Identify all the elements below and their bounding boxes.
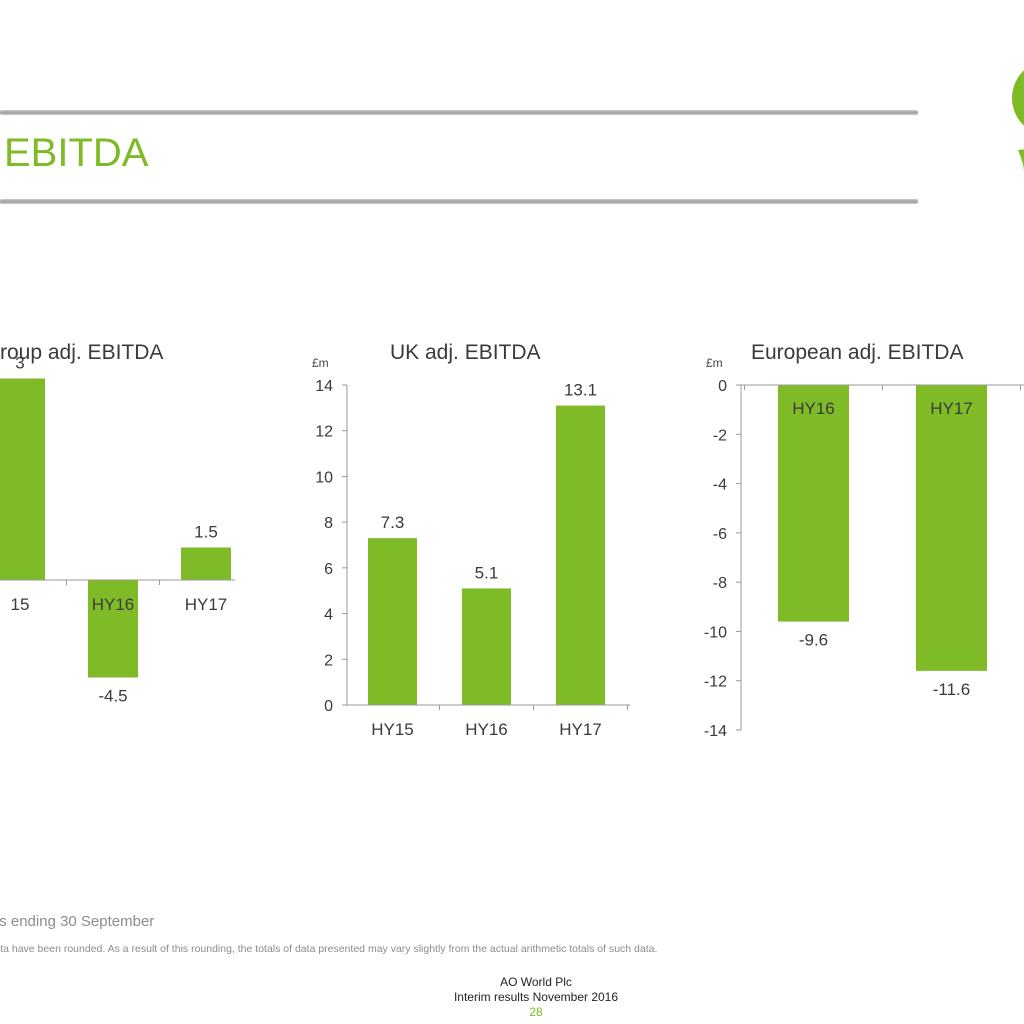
y-tick-label: 8 <box>324 515 333 532</box>
unit-label: £m <box>312 356 329 370</box>
y-tick-label: -10 <box>704 624 727 641</box>
y-tick-label: -2 <box>713 427 727 444</box>
report-name: Interim results November 2016 <box>453 990 619 1004</box>
y-tick-label: 0 <box>324 698 333 715</box>
data-label: 5.1 <box>475 563 499 582</box>
uk-ebitda-plot: 0 2 4 6 8 10 12 14 7.3 5.1 13.1 HY15 HY16 HY17 <box>315 378 630 739</box>
company-name: AO World Plc <box>500 975 572 989</box>
category-label: HY17 <box>930 399 973 418</box>
brand-logo-icon <box>1012 70 1024 172</box>
title-rule-top <box>0 110 918 115</box>
rounding-disclaimer: ncial data have been rounded. As a resul… <box>0 943 658 955</box>
category-label: HY15 <box>371 720 414 739</box>
y-tick-label: 12 <box>315 424 333 441</box>
bar-hy15 <box>368 538 417 705</box>
bar-hy16 <box>462 588 511 705</box>
european-ebitda-plot: 0 -2 -4 -6 -8 -10 -12 -14 -9.6 -11.6 HY16 HY17 <box>704 378 1024 740</box>
data-label: 7.3 <box>381 513 405 532</box>
data-label: -11.6 <box>933 680 971 699</box>
y-tick-label: 10 <box>315 469 333 486</box>
page-number: 28 <box>529 1005 543 1019</box>
y-tick-label: -6 <box>713 526 727 543</box>
bar-hy16 <box>88 580 138 678</box>
bar-hy17 <box>916 385 987 671</box>
footer: AO World Plc Interim results November 20… <box>380 975 692 1020</box>
title-rule-bottom <box>0 199 918 204</box>
category-label: HY16 <box>92 595 135 614</box>
y-tick-label: -4 <box>713 477 727 494</box>
category-label: HY17 <box>185 595 228 614</box>
footnote: onths ending 30 September <box>0 913 155 930</box>
data-label: 3 <box>15 354 24 373</box>
bar-hy16 <box>778 385 849 622</box>
category-label: 15 <box>11 595 30 614</box>
european-ebitda-chart: £m European adj. EBITDA 0 -2 -4 -6 -8 -10 -12 -… <box>690 330 1024 750</box>
category-label: HY17 <box>559 720 602 739</box>
category-label: HY16 <box>792 399 835 418</box>
y-tick-label: 2 <box>324 652 333 669</box>
chart-title: UK adj. EBITDA <box>390 341 541 364</box>
y-tick-label: -8 <box>713 575 727 592</box>
bar-hy17 <box>556 405 605 705</box>
group-ebitda-chart: roup adj. EBITDA 3 -4.5 1.5 15 HY16 HY17 <box>0 330 260 730</box>
y-tick-label: 6 <box>324 561 333 578</box>
page-title: EBITDA <box>4 131 149 175</box>
bar-hy17 <box>181 547 231 580</box>
y-tick-label: 0 <box>718 378 727 395</box>
data-label: -4.5 <box>98 687 127 706</box>
data-label: 13.1 <box>564 381 597 400</box>
data-label: 1.5 <box>194 523 218 542</box>
data-label: -9.6 <box>799 631 828 650</box>
category-label: HY16 <box>465 720 508 739</box>
y-tick-label: 4 <box>324 607 333 624</box>
group-ebitda-plot: 3 -4.5 1.5 15 HY16 HY17 <box>0 354 235 706</box>
uk-ebitda-chart: £m UK adj. EBITDA 0 2 4 6 8 10 12 14 7.3 5.1 13.1 H… <box>290 330 630 750</box>
chart-title: European adj. EBITDA <box>751 341 964 364</box>
unit-label: £m <box>706 356 723 370</box>
chart-title: roup adj. EBITDA <box>0 341 164 364</box>
bar-15 <box>0 378 45 580</box>
y-tick-label: -12 <box>704 674 727 691</box>
y-tick-label: 14 <box>315 378 333 395</box>
y-tick-label: -14 <box>704 723 727 740</box>
